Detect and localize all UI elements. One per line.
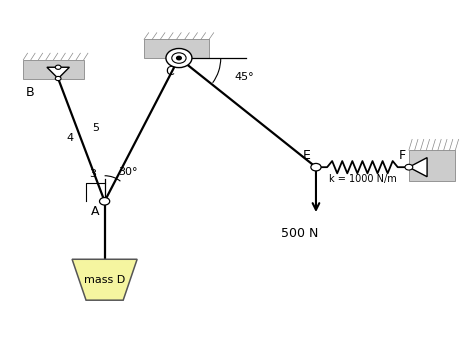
Text: C: C	[165, 65, 174, 78]
Text: 4: 4	[66, 133, 73, 143]
Circle shape	[100, 198, 109, 205]
Text: mass D: mass D	[84, 275, 125, 285]
Bar	[409, 150, 456, 181]
Circle shape	[172, 53, 186, 63]
Text: F: F	[398, 149, 405, 162]
Polygon shape	[409, 158, 427, 177]
Text: E: E	[303, 149, 310, 162]
Circle shape	[55, 65, 61, 69]
Circle shape	[177, 56, 181, 60]
Text: 45°: 45°	[234, 72, 254, 82]
Circle shape	[405, 164, 413, 170]
Bar	[23, 60, 84, 79]
Text: 5: 5	[92, 123, 99, 133]
Circle shape	[55, 77, 61, 81]
Text: A: A	[91, 205, 100, 218]
Text: 3: 3	[90, 169, 97, 179]
Text: 500 N: 500 N	[281, 227, 319, 240]
Polygon shape	[72, 259, 137, 300]
Circle shape	[311, 164, 321, 171]
Text: B: B	[26, 86, 35, 98]
Text: 30°: 30°	[118, 167, 137, 177]
Bar	[144, 39, 209, 58]
Circle shape	[166, 48, 192, 68]
Text: k = 1000 N/m: k = 1000 N/m	[328, 174, 396, 184]
Polygon shape	[47, 67, 69, 79]
